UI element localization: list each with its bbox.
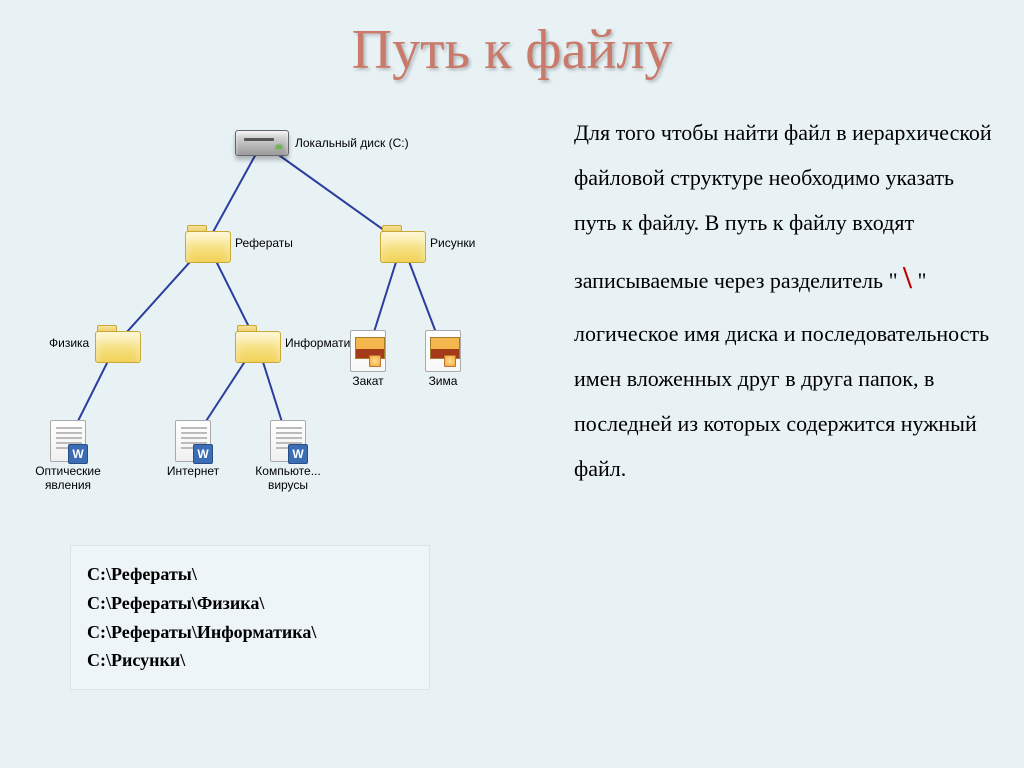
- node-label: Закат: [352, 374, 383, 388]
- tree-node-root: Локальный диск (C:): [235, 130, 409, 156]
- page-title: Путь к файлу: [0, 18, 1024, 82]
- tree-node-virus: Компьюте...вирусы: [248, 420, 328, 492]
- image-icon: [425, 330, 461, 372]
- doc-icon: [175, 420, 211, 462]
- folder-icon: [185, 225, 229, 261]
- path-line: С:\Рефераты\Информатика\: [87, 618, 413, 647]
- tree-node-sunset: Закат: [328, 330, 408, 388]
- doc-icon: [50, 420, 86, 462]
- folder-icon: [380, 225, 424, 261]
- paths-list-box: С:\Рефераты\С:\Рефераты\Физика\С:\Рефера…: [70, 545, 430, 690]
- tree-node-refs: Рефераты: [185, 225, 293, 261]
- node-label: Интернет: [167, 464, 219, 478]
- tree-node-pics: Рисунки: [380, 225, 475, 261]
- path-line: С:\Рефераты\: [87, 560, 413, 589]
- image-icon: [350, 330, 386, 372]
- doc-icon: [270, 420, 306, 462]
- path-line: С:\Рисунки\: [87, 646, 413, 675]
- tree-node-winter: Зима: [403, 330, 483, 388]
- desc-after: " логическое имя диска и последовательно…: [574, 268, 989, 481]
- node-label: Рефераты: [235, 236, 293, 250]
- drive-icon: [235, 130, 289, 156]
- tree-node-net: Интернет: [153, 420, 233, 478]
- node-label: Оптическиеявления: [35, 464, 101, 492]
- tree-node-opt: Оптическиеявления: [28, 420, 108, 492]
- description-text: Для того чтобы найти файл в иерархическо…: [574, 110, 994, 491]
- path-line: С:\Рефераты\Физика\: [87, 589, 413, 618]
- separator-char: \: [903, 259, 912, 295]
- node-label: Физика: [49, 336, 89, 350]
- node-label: Зима: [429, 374, 458, 388]
- file-tree-diagram: Локальный диск (C:) Рефераты Рисунки Физика…: [10, 120, 530, 520]
- node-label: Рисунки: [430, 236, 475, 250]
- tree-node-phys: Физика: [45, 325, 139, 361]
- folder-icon: [95, 325, 139, 361]
- desc-before: Для того чтобы найти файл в иерархическо…: [574, 120, 992, 293]
- folder-icon: [235, 325, 279, 361]
- node-label: Локальный диск (C:): [295, 136, 409, 150]
- node-label: Компьюте...вирусы: [255, 464, 320, 492]
